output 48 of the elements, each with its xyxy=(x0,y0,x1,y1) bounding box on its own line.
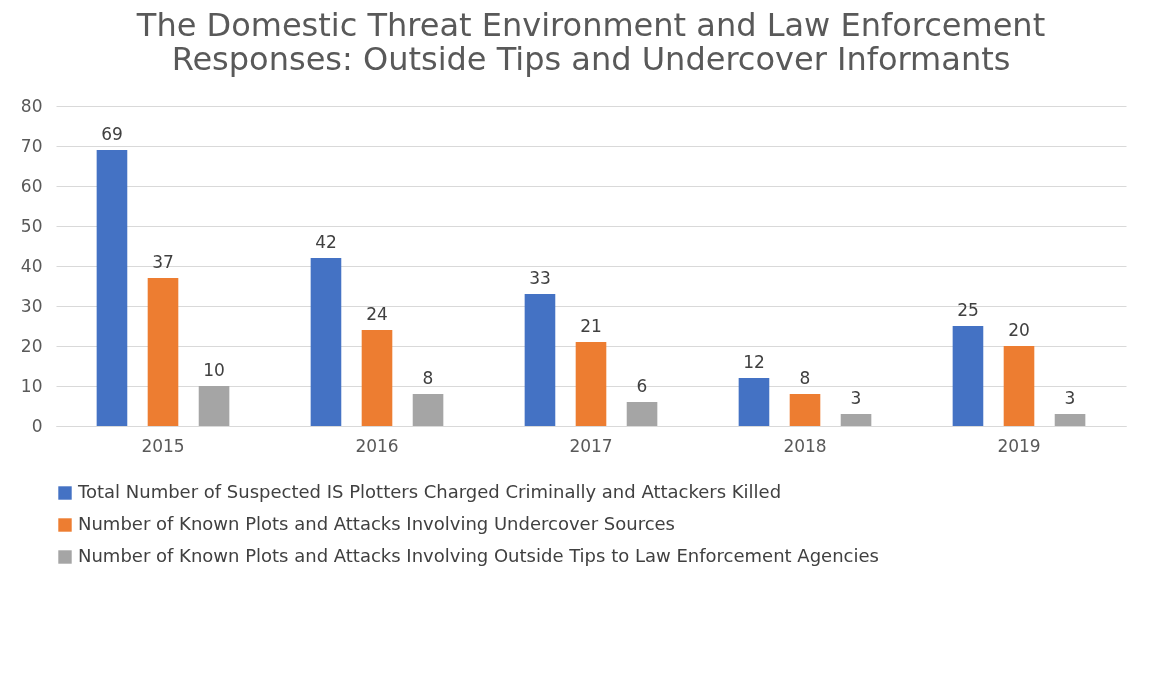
bar xyxy=(626,402,658,426)
x-tick-label: 2019 xyxy=(997,435,1041,456)
x-tick-label: 2018 xyxy=(783,435,827,456)
data-label: 69 xyxy=(101,124,123,144)
chart-title: The Domestic Threat Environment and Law Enforcement Responses: Outside Tips and Undercover Informants xyxy=(135,6,1046,78)
x-tick-label: 2016 xyxy=(355,435,399,456)
x-tick-label: 2015 xyxy=(141,435,185,456)
legend-label: Number of Known Plots and Attacks Involving Undercover Sources xyxy=(78,513,675,534)
bar xyxy=(412,394,444,426)
data-label: 24 xyxy=(366,304,388,324)
bar xyxy=(310,258,342,426)
bar xyxy=(361,330,393,426)
bar xyxy=(789,394,821,426)
bar xyxy=(147,278,179,426)
data-label: 6 xyxy=(636,376,648,396)
x-tick-label: 2017 xyxy=(569,435,613,456)
legend-label: Number of Known Plots and Attacks Involving Outside Tips to Law Enforcement Agencies xyxy=(78,545,879,566)
data-label: 20 xyxy=(1008,320,1030,340)
data-label: 21 xyxy=(580,316,602,336)
y-tick-label: 60 xyxy=(20,175,43,196)
y-tick-label: 80 xyxy=(20,95,43,116)
data-label: 10 xyxy=(203,360,225,380)
y-tick-label: 30 xyxy=(20,295,43,316)
y-tick-label: 20 xyxy=(20,335,43,356)
bar xyxy=(840,414,872,426)
legend-label: Total Number of Suspected IS Plotters Charged Criminally and Attackers Killed xyxy=(77,481,782,502)
data-label: 3 xyxy=(850,388,862,408)
y-tick-label: 40 xyxy=(20,255,43,276)
bar xyxy=(738,378,770,426)
data-label: 37 xyxy=(152,252,174,272)
data-label: 8 xyxy=(799,368,811,388)
data-label: 8 xyxy=(422,368,434,388)
y-tick-label: 50 xyxy=(20,215,43,236)
bar xyxy=(1054,414,1086,426)
y-tick-label: 70 xyxy=(20,135,43,156)
y-tick-label: 0 xyxy=(31,415,43,436)
bar xyxy=(96,150,128,426)
bar xyxy=(524,294,556,426)
bar xyxy=(575,342,607,426)
data-label: 33 xyxy=(529,268,551,288)
bar xyxy=(198,386,230,426)
data-label: 12 xyxy=(743,352,765,372)
bar xyxy=(1003,346,1035,426)
data-label: 3 xyxy=(1064,388,1076,408)
data-label: 25 xyxy=(957,300,979,320)
y-tick-label: 10 xyxy=(20,375,43,396)
bar xyxy=(952,326,984,426)
data-label: 42 xyxy=(315,232,337,252)
